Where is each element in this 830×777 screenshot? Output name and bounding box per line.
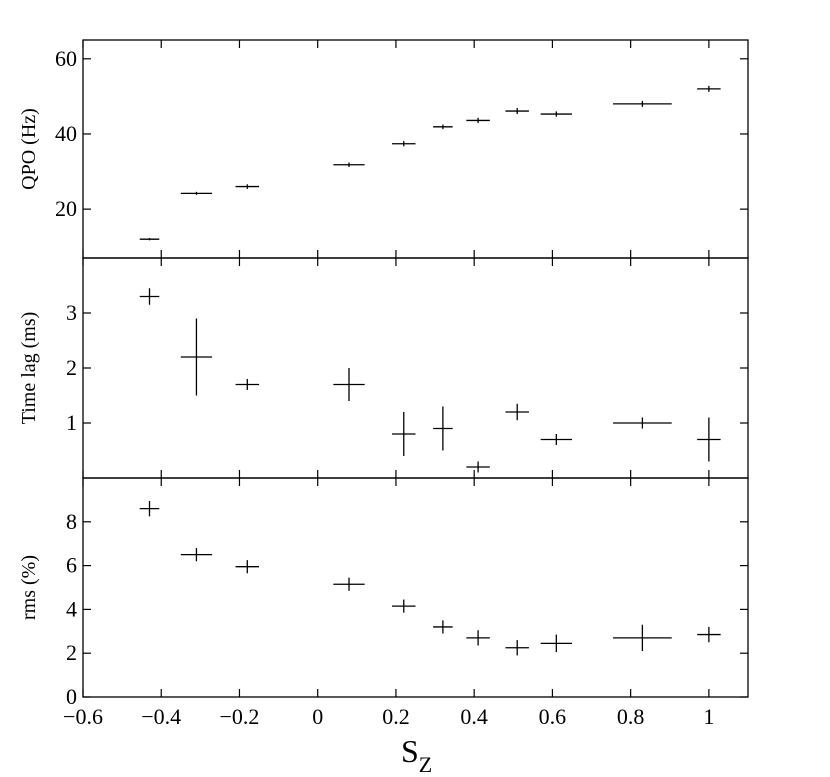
data-point [333,368,365,401]
data-point [235,184,260,189]
data-point [392,141,416,147]
x-tick-label: −0.2 [220,704,260,729]
data-point [433,124,453,130]
data-point [235,379,260,390]
panel-bottom: 0 2 4 6 8 −0.6 −0.4 −0.2 0 0.2 0.4 0.6 0.8 1 rms (%) [18,477,749,729]
data-point [466,117,490,124]
y-tick-label: 8 [66,509,77,534]
data-point [505,403,529,421]
y-tick-label: 40 [55,121,77,146]
x-tick-label: −0.6 [63,704,103,729]
x-tick-label: 0.6 [539,704,567,729]
x-axis-label-subscript: Z [419,752,432,777]
data-point [180,548,213,562]
y-tick-label: 4 [66,596,77,621]
x-tick-label: 0.4 [460,704,488,729]
data-point [613,417,672,429]
x-axis-label: SZ [401,733,432,777]
x-tick-label: 0 [312,704,323,729]
data-point [613,100,672,107]
data-point [333,162,365,168]
x-tick-label: 1 [703,704,714,729]
data-point [139,288,160,305]
data-point [180,191,213,195]
data-point [433,406,453,451]
y-tick-label: 1 [66,410,77,435]
y-axis-label: rms (%) [18,555,40,620]
panel-middle: 1 2 3 Time lag (ms) [18,257,749,479]
y-tick-label: 0 [66,684,77,709]
data-point [697,417,721,462]
data-point [466,461,490,473]
data-point [392,599,416,613]
data-point [540,434,572,445]
y-tick-label: 2 [66,355,77,380]
data-point [540,111,572,117]
x-axis-label-main: S [401,733,419,769]
data-point [235,560,260,574]
y-tick-label: 6 [66,553,77,578]
panel-frame [82,39,749,259]
panel-frame [82,257,749,479]
x-tick-label: −0.4 [141,704,181,729]
panel-frame [82,477,749,698]
data-point [466,630,490,646]
data-point [392,412,416,456]
data-point [433,620,453,634]
x-tick-label: 0.8 [617,704,645,729]
data-point [139,500,160,517]
data-point [180,318,213,396]
x-tick-label: 0.2 [382,704,410,729]
y-tick-label: 60 [55,46,77,71]
data-point [613,624,672,652]
data-point [505,640,529,656]
panel-top: 20 40 60 QPO (Hz) [18,39,749,259]
y-tick-label: 20 [55,196,77,221]
y-tick-label: 3 [66,300,77,325]
y-tick-label: 2 [66,640,77,665]
data-point [333,577,365,591]
data-point [505,108,529,115]
data-point [540,634,572,653]
data-point [697,626,721,643]
y-axis-label: Time lag (ms) [18,312,40,425]
y-axis-label: QPO (Hz) [18,108,40,190]
data-point [139,238,160,241]
data-point [697,85,721,92]
